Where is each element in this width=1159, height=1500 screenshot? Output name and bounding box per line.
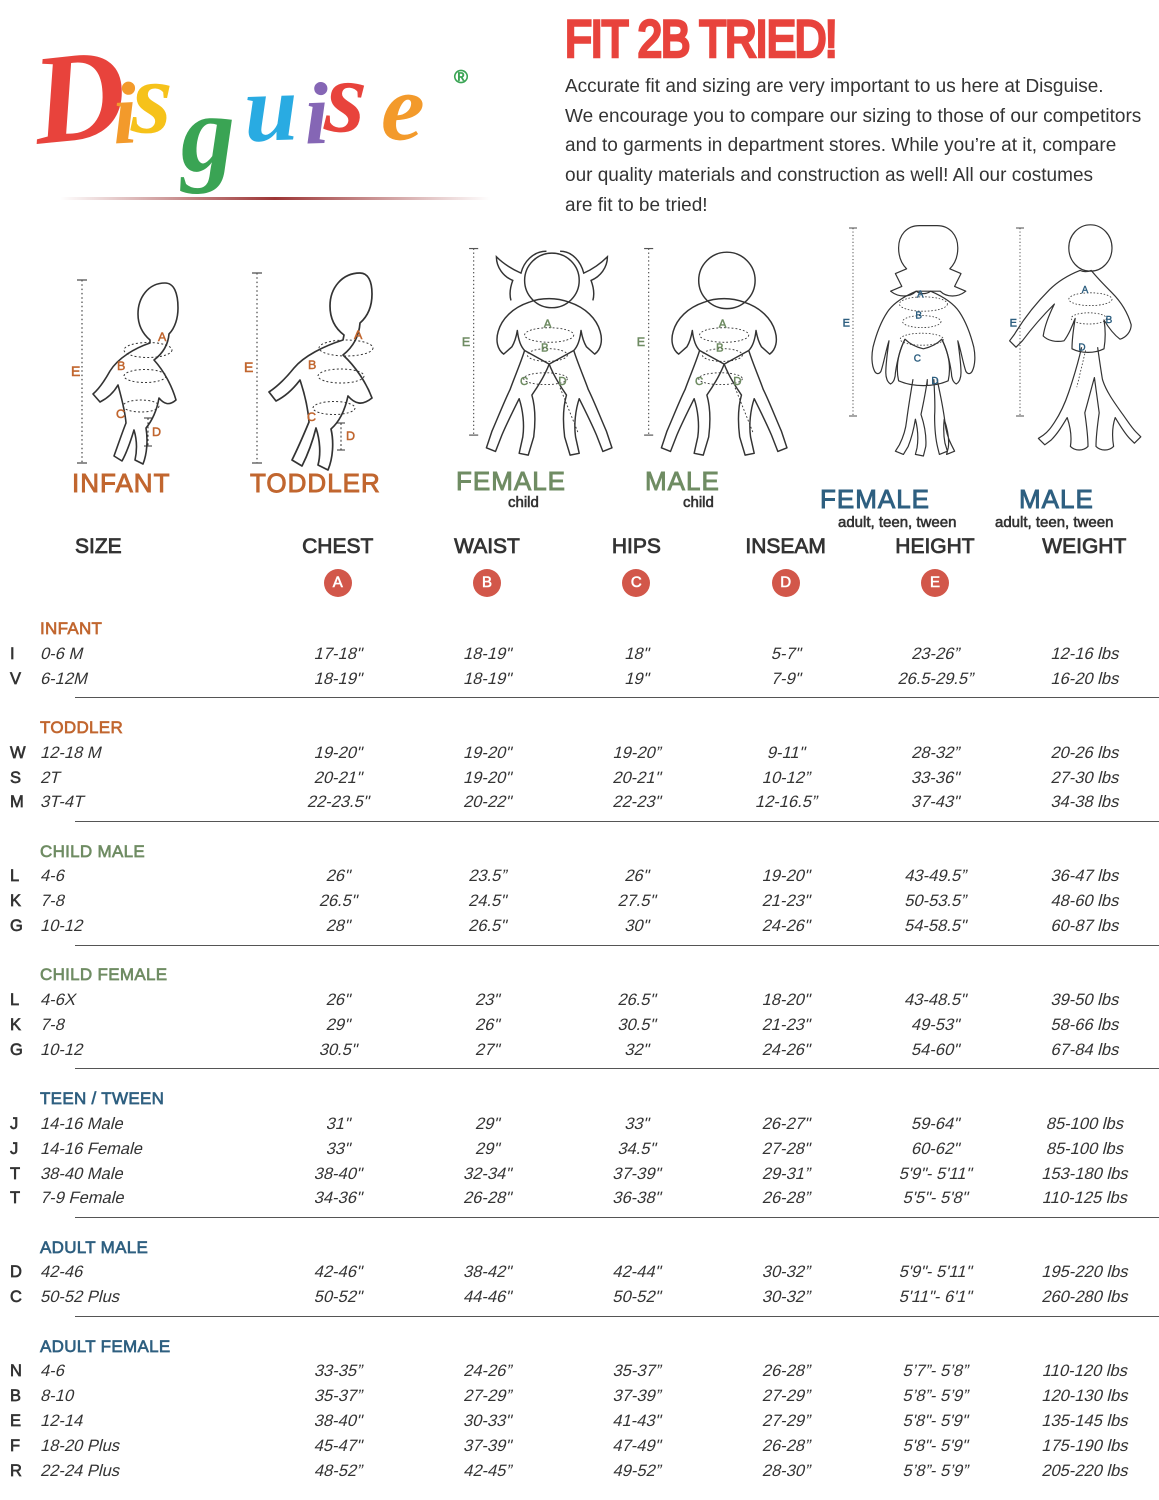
svg-text:C: C xyxy=(520,376,528,388)
svg-text:A: A xyxy=(1081,285,1089,296)
svg-text:child: child xyxy=(508,494,539,511)
svg-text:MALE: MALE xyxy=(1019,484,1094,514)
svg-text:s: s xyxy=(321,38,370,156)
svg-text:A: A xyxy=(718,319,727,331)
svg-text:e: e xyxy=(379,53,427,162)
svg-text:D: D xyxy=(931,376,938,387)
svg-text:adult, teen, tween: adult, teen, tween xyxy=(838,514,956,531)
svg-text:u: u xyxy=(242,53,299,162)
svg-text:s: s xyxy=(129,40,174,156)
svg-text:B: B xyxy=(117,359,126,373)
svg-text:C: C xyxy=(695,376,703,388)
svg-text:child: child xyxy=(683,494,714,511)
svg-text:E: E xyxy=(637,334,646,349)
svg-text:adult, teen, tween: adult, teen, tween xyxy=(995,514,1113,531)
svg-text:®: ® xyxy=(453,67,469,88)
svg-text:C: C xyxy=(307,410,317,424)
svg-text:A: A xyxy=(543,319,552,331)
svg-text:A: A xyxy=(916,290,924,301)
svg-text:E: E xyxy=(462,334,471,349)
svg-text:E: E xyxy=(71,363,81,379)
svg-text:D: D xyxy=(733,376,741,388)
svg-text:B: B xyxy=(541,342,549,354)
svg-text:B: B xyxy=(1106,315,1113,326)
svg-text:A: A xyxy=(353,328,363,342)
svg-text:D: D xyxy=(558,376,566,388)
svg-text:B: B xyxy=(308,358,317,372)
svg-text:FEMALE: FEMALE xyxy=(820,484,930,514)
svg-text:B: B xyxy=(716,342,724,354)
svg-text:D: D xyxy=(152,425,162,439)
svg-text:TODDLER: TODDLER xyxy=(250,468,381,498)
svg-text:FEMALE: FEMALE xyxy=(456,466,566,496)
svg-text:E: E xyxy=(843,317,851,329)
svg-text:C: C xyxy=(116,407,126,421)
svg-text:C: C xyxy=(914,354,922,365)
svg-text:g: g xyxy=(175,71,237,195)
svg-text:E: E xyxy=(244,359,254,375)
svg-text:A: A xyxy=(157,330,167,344)
svg-text:D: D xyxy=(1078,342,1085,353)
svg-text:D: D xyxy=(346,429,356,443)
svg-text:MALE: MALE xyxy=(645,466,720,496)
svg-text:B: B xyxy=(915,310,922,321)
svg-text:E: E xyxy=(1010,317,1018,329)
svg-text:INFANT: INFANT xyxy=(72,468,170,498)
